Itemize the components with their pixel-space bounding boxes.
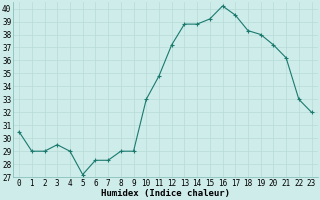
X-axis label: Humidex (Indice chaleur): Humidex (Indice chaleur) [101, 189, 230, 198]
